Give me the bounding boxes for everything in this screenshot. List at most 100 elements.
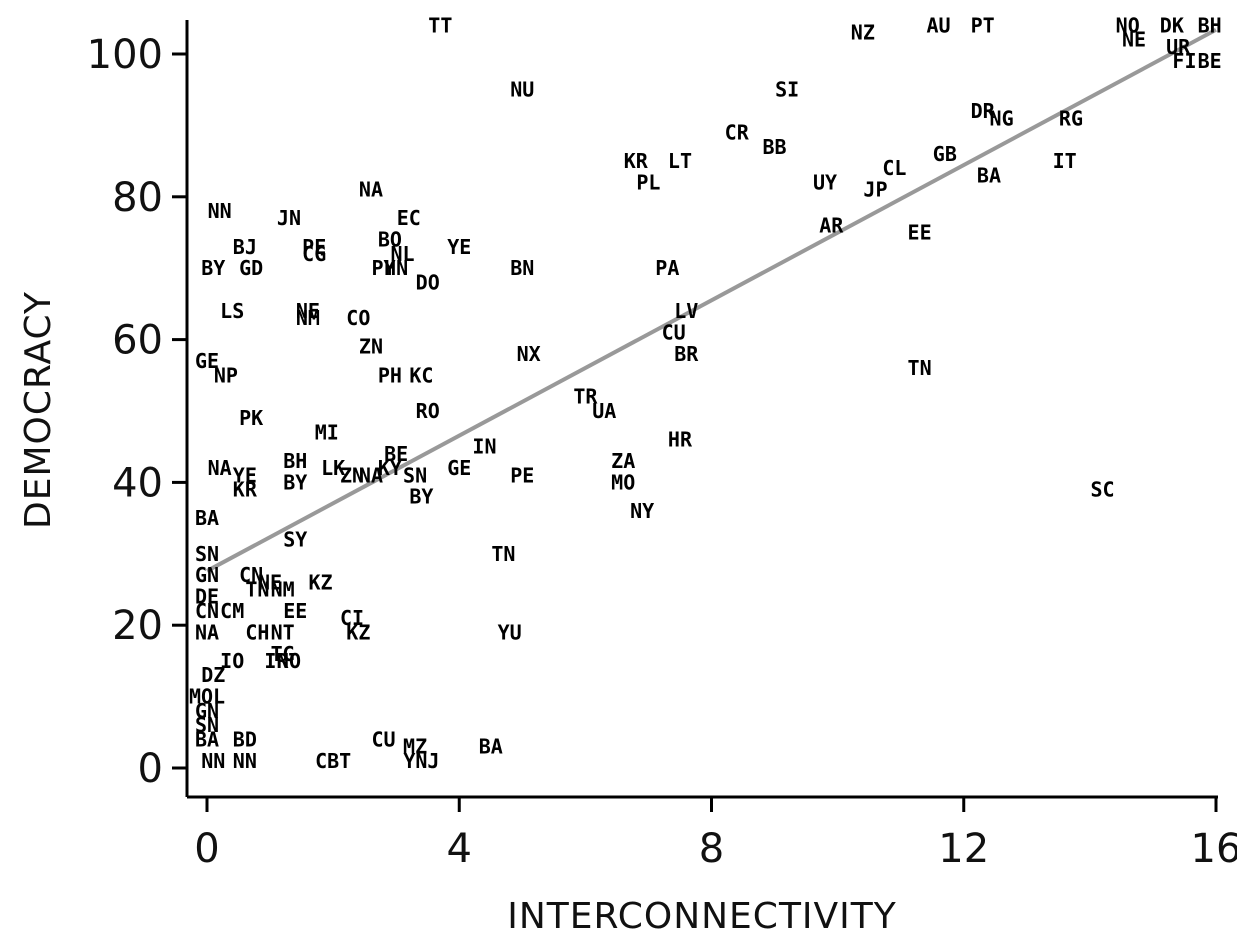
- data-point-label: YE: [447, 235, 471, 259]
- data-point-label: MOL: [189, 685, 225, 709]
- data-point-label: NO: [277, 649, 301, 673]
- data-point-label: CU: [372, 727, 396, 751]
- data-point-label: ZA: [611, 449, 635, 473]
- data-point-label: YU: [498, 620, 522, 644]
- data-point-label: LT: [668, 149, 692, 173]
- data-point-label: EC: [397, 206, 421, 230]
- data-point-label: JP: [863, 178, 887, 202]
- data-point-label: DK: [1160, 13, 1184, 37]
- data-point-label: ZN: [340, 463, 364, 487]
- data-point-label: RO: [416, 399, 440, 423]
- data-point-label: TN: [245, 578, 269, 602]
- y-axis-title: DEMOCRACY: [18, 291, 59, 529]
- data-point-label: KZ: [346, 620, 370, 644]
- data-point-label: TN: [491, 542, 515, 566]
- data-point-label: LK: [321, 456, 345, 480]
- data-point-label: BA: [479, 735, 503, 759]
- x-tick-label: 8: [699, 826, 724, 872]
- data-point-label: MI: [315, 420, 339, 444]
- data-point-label: NT: [271, 620, 295, 644]
- data-point-label: BA: [195, 506, 219, 530]
- y-tick-label: 0: [138, 746, 163, 792]
- data-point-label: NA: [359, 178, 383, 202]
- data-point-label: PY: [372, 256, 396, 280]
- data-point-label: DZ: [201, 663, 225, 687]
- data-point-label: CR: [725, 121, 750, 145]
- data-point-label: NO: [1116, 13, 1140, 37]
- data-point-label: BY: [201, 256, 225, 280]
- data-point-label: GE: [195, 349, 219, 373]
- data-point-label: BE: [384, 442, 408, 466]
- data-point-label: IR: [264, 649, 289, 673]
- data-point-label: KR: [233, 478, 258, 502]
- data-point-label: BY: [283, 470, 307, 494]
- data-point-label: CBT: [315, 749, 351, 773]
- data-point-label: NN: [201, 749, 225, 773]
- data-point-label: BH: [283, 449, 307, 473]
- y-tick-label: 60: [112, 318, 163, 364]
- data-point-label: KR: [624, 149, 649, 173]
- data-point-label: GE: [447, 456, 471, 480]
- data-point-label: SN: [403, 463, 427, 487]
- y-tick-label: 40: [112, 460, 163, 506]
- data-point-label: GB: [933, 142, 957, 166]
- data-point-label: BJ: [233, 235, 257, 259]
- data-point-label: KY: [378, 456, 402, 480]
- data-point-label: FI: [1172, 49, 1196, 73]
- data-point-label: NG: [990, 106, 1014, 130]
- data-point-label: TT: [428, 13, 452, 37]
- data-point-label: UY: [813, 171, 837, 195]
- data-point-label: NY: [630, 499, 654, 523]
- axes: [185, 20, 1218, 799]
- x-tick-label: 0: [194, 826, 219, 872]
- data-point-label: BR: [674, 342, 699, 366]
- data-point-label: UA: [592, 399, 616, 423]
- data-point-label: CL: [882, 156, 906, 180]
- data-point-label: GN: [195, 563, 219, 587]
- y-tick-label: 100: [87, 32, 163, 78]
- data-point-label: MZ: [403, 735, 427, 759]
- data-point-label: RG: [1059, 106, 1083, 130]
- data-point-label: NZ: [851, 21, 875, 45]
- data-point-label: BY: [409, 485, 433, 509]
- data-point-label: SN: [195, 713, 219, 737]
- data-point-label: SY: [283, 528, 307, 552]
- data-point-label: YNJ: [403, 749, 439, 773]
- x-ticks: 0 4 8 12 16: [194, 797, 1237, 872]
- data-point-label: TR: [573, 385, 598, 409]
- data-point-label: DO: [416, 270, 440, 294]
- data-point-label: NN: [233, 749, 257, 773]
- data-point-label: KZ: [308, 570, 332, 594]
- data-point-label: NE: [296, 299, 320, 323]
- data-point-label: LS: [220, 299, 244, 323]
- data-point-label: CH: [245, 620, 269, 644]
- data-point-label: IT: [1053, 149, 1077, 173]
- data-point-label: CG: [302, 242, 326, 266]
- x-tick-label: 4: [447, 826, 472, 872]
- data-point-label: NA: [195, 620, 219, 644]
- data-point-label: NE: [258, 570, 282, 594]
- x-tick-label: 16: [1191, 826, 1237, 872]
- data-point-label: CO: [346, 306, 370, 330]
- data-point-label: NX: [517, 342, 541, 366]
- data-point-label: NP: [214, 363, 238, 387]
- data-point-label: JN: [277, 206, 301, 230]
- data-point-label: GD: [239, 256, 263, 280]
- y-tick-label: 80: [112, 175, 163, 221]
- data-point-label: PH: [378, 363, 402, 387]
- data-point-label: SC: [1090, 478, 1114, 502]
- data-point-label: CM: [220, 599, 244, 623]
- data-point-label: UR: [1166, 35, 1191, 59]
- data-point-label: IO: [220, 649, 244, 673]
- data-point-label: NA: [359, 463, 383, 487]
- data-point-label: AR: [819, 213, 844, 237]
- data-point-label: GN: [195, 699, 219, 723]
- data-point-label: DE: [195, 585, 219, 609]
- data-point-label: BB: [763, 135, 787, 159]
- data-point-label: BA: [195, 727, 219, 751]
- x-axis-title: INTERCONNECTIVITY: [507, 896, 897, 937]
- data-point-label: BN: [510, 256, 534, 280]
- data-point-label: NM: [296, 306, 320, 330]
- data-point-label: NE: [1122, 28, 1146, 52]
